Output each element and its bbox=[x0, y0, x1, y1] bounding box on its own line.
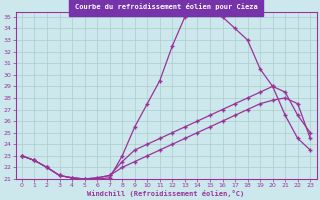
Title: Courbe du refroidissement éolien pour Cieza: Courbe du refroidissement éolien pour Ci… bbox=[75, 3, 258, 10]
X-axis label: Windchill (Refroidissement éolien,°C): Windchill (Refroidissement éolien,°C) bbox=[87, 190, 245, 197]
